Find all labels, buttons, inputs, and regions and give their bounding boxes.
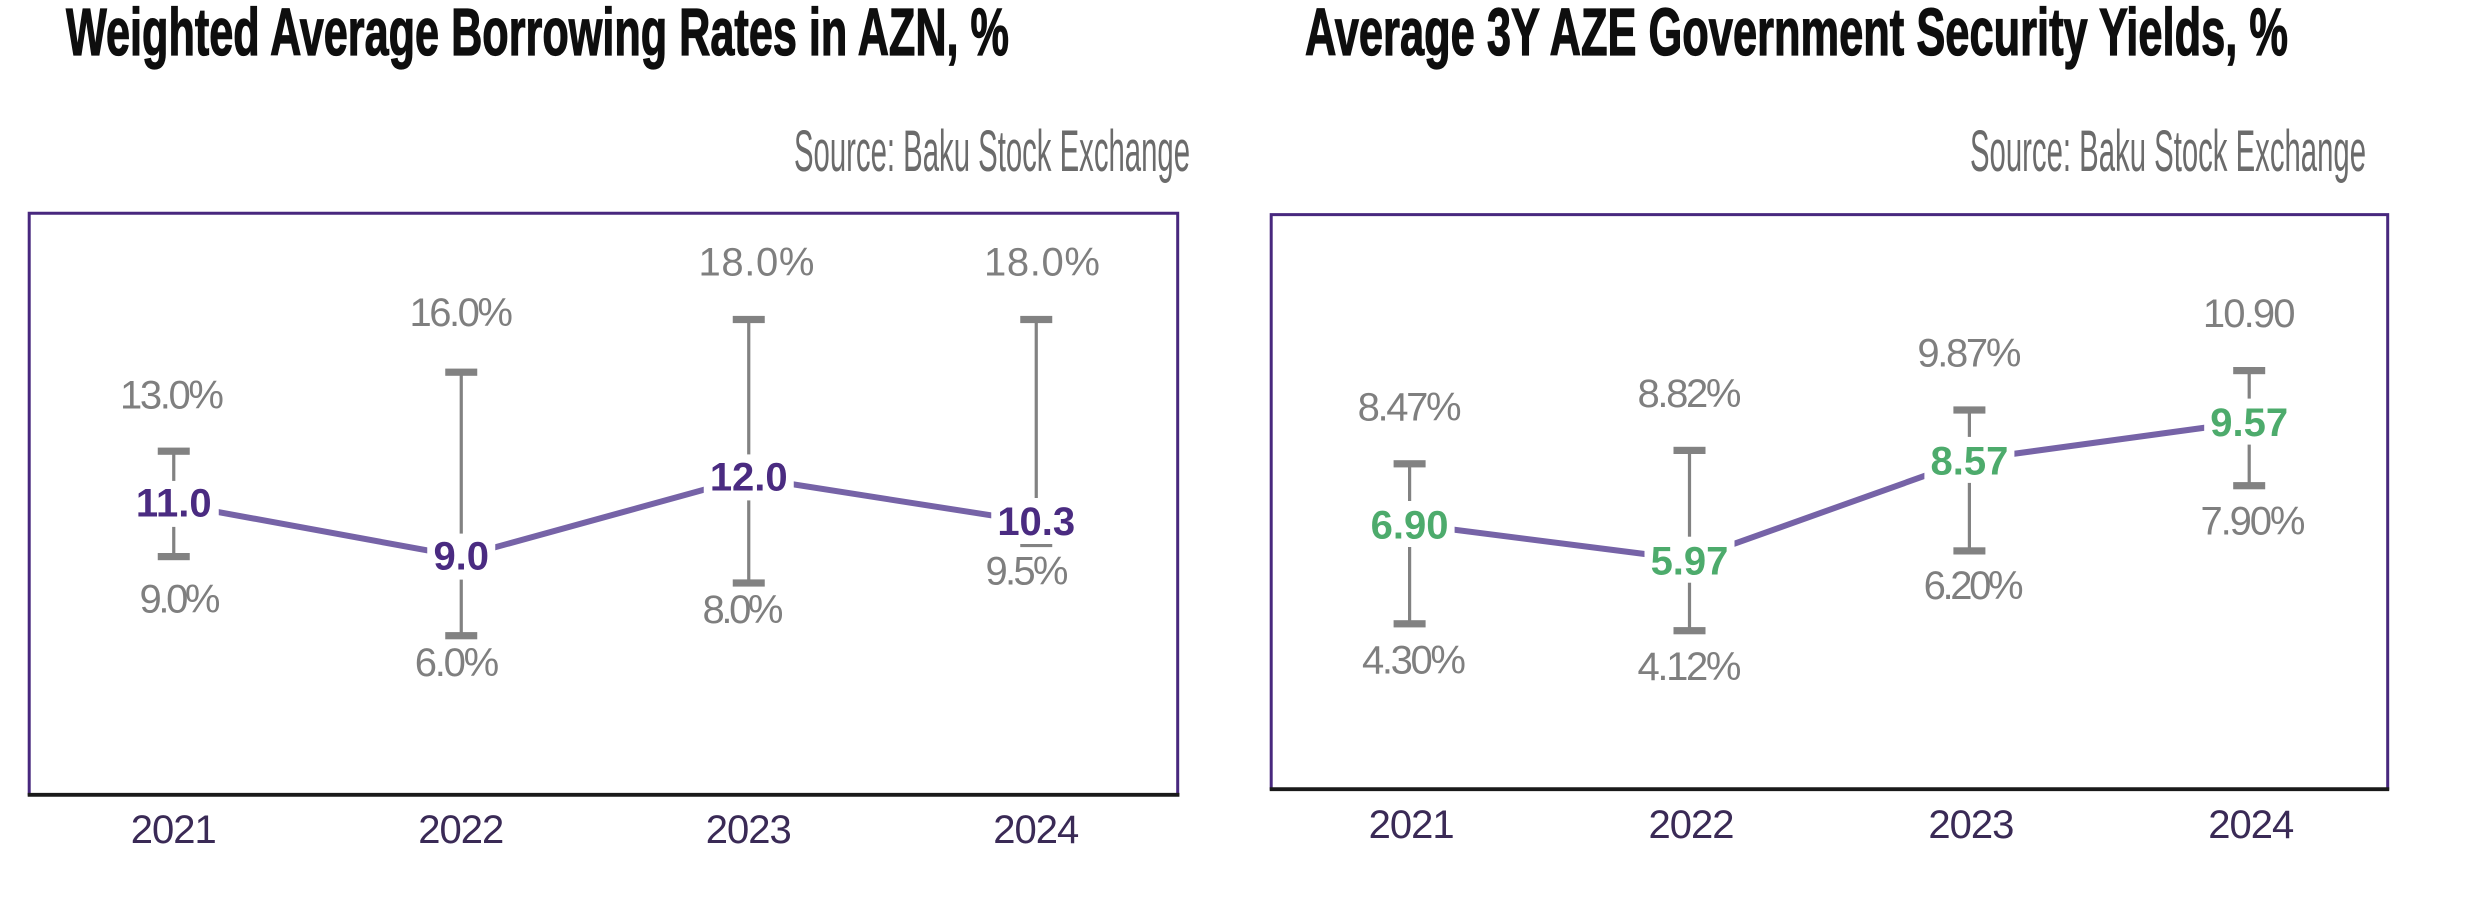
svg-text:9.57: 9.57: [2210, 401, 2288, 445]
svg-text:5.97: 5.97: [1651, 539, 1729, 583]
svg-text:2023: 2023: [1928, 803, 2014, 847]
svg-text:16.0%: 16.0%: [410, 291, 514, 335]
svg-text:9.87%: 9.87%: [1917, 332, 2021, 376]
svg-text:Average 3Y AZE Government Secu: Average 3Y AZE Government Security Yield…: [1305, 0, 2288, 70]
svg-text:9.5%: 9.5%: [986, 550, 1069, 594]
svg-text:4.30%: 4.30%: [1362, 638, 1466, 682]
svg-text:6.90: 6.90: [1371, 504, 1449, 548]
svg-text:18.0%: 18.0%: [699, 240, 815, 284]
svg-text:8.82%: 8.82%: [1638, 372, 1742, 416]
svg-text:Source: Baku Stock Exchange: Source: Baku Stock Exchange: [794, 119, 1190, 184]
svg-text:2021: 2021: [131, 808, 217, 852]
svg-text:7.90%: 7.90%: [2201, 500, 2306, 544]
svg-text:6.0%: 6.0%: [415, 641, 500, 685]
svg-text:2022: 2022: [1649, 803, 1735, 847]
svg-text:10.3: 10.3: [997, 500, 1075, 544]
svg-text:2024: 2024: [2208, 803, 2294, 847]
svg-text:2022: 2022: [418, 808, 504, 852]
svg-text:8.47%: 8.47%: [1358, 385, 1462, 429]
svg-text:2024: 2024: [993, 808, 1079, 852]
svg-text:9.0%: 9.0%: [140, 578, 221, 622]
svg-text:11.0: 11.0: [136, 482, 212, 526]
svg-text:4.12%: 4.12%: [1638, 645, 1742, 689]
svg-text:2021: 2021: [1369, 803, 1455, 847]
svg-text:12.0: 12.0: [710, 455, 788, 499]
svg-text:8.57: 8.57: [1930, 440, 2008, 484]
svg-text:10.90: 10.90: [2203, 292, 2296, 336]
svg-text:18.0%: 18.0%: [984, 240, 1100, 284]
svg-text:13.0%: 13.0%: [120, 373, 224, 417]
svg-text:9.0: 9.0: [433, 535, 489, 579]
svg-text:6.20%: 6.20%: [1924, 564, 2024, 608]
svg-text:Weighted Average Borrowing Rat: Weighted Average Borrowing Rates in AZN,…: [66, 0, 1009, 70]
svg-text:2023: 2023: [706, 808, 792, 852]
svg-text:Source: Baku Stock Exchange: Source: Baku Stock Exchange: [1970, 119, 2366, 184]
svg-text:8.0%: 8.0%: [703, 588, 784, 632]
